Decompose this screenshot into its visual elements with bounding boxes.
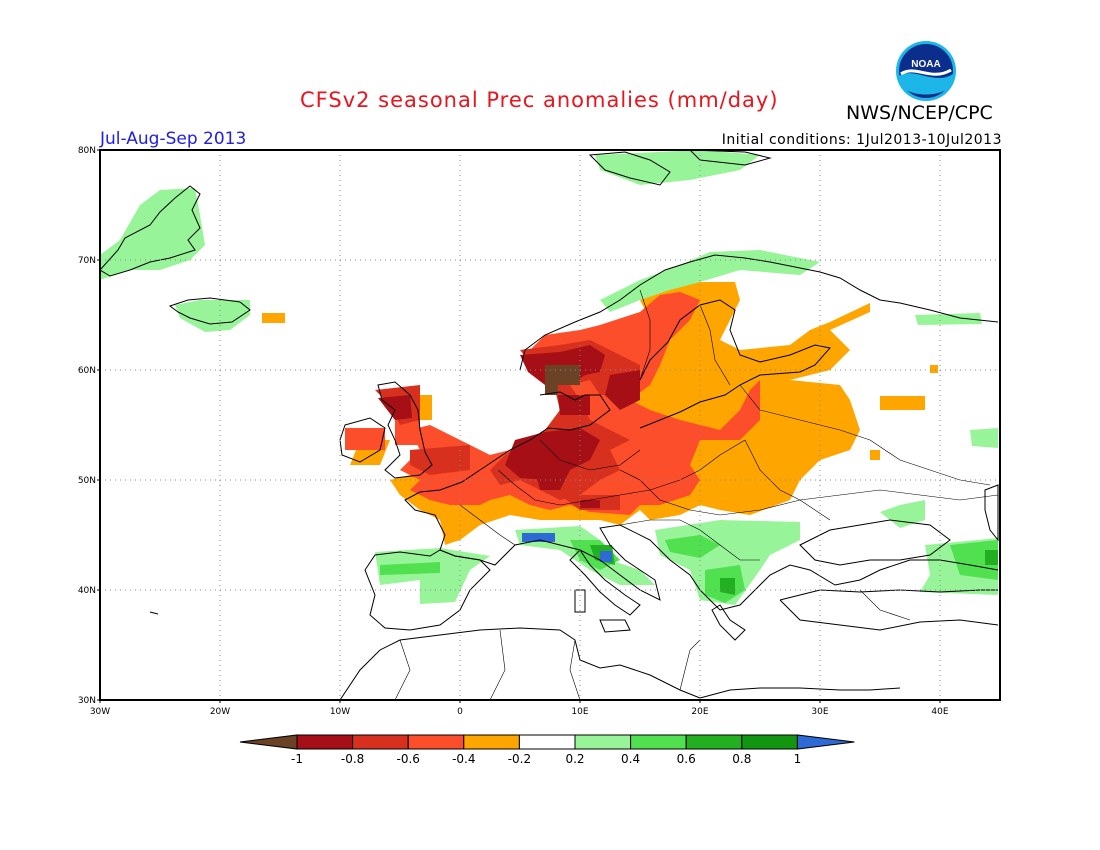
anomaly-positive-light: [880, 500, 925, 528]
colorbar-label: -0.8: [341, 752, 364, 766]
season-label: Jul-Aug-Sep 2013: [100, 129, 247, 149]
colorbar-label: -1: [291, 752, 303, 766]
anomaly-negative-medium: [345, 428, 385, 450]
anomaly-negative-light: [870, 450, 880, 460]
agency-label: NWS/NCEP/CPC: [846, 102, 993, 124]
anomaly-positive-strong: [720, 578, 735, 595]
noaa-logo: NOAA: [895, 40, 957, 102]
anomaly-negative-light: [262, 313, 285, 323]
latitude-labels: 80N 70N 60N 50N 40N 30N: [78, 146, 100, 706]
anomaly-positive-light: [175, 300, 250, 332]
latitude-tick-label: 30N: [78, 696, 96, 706]
anomaly-positive-light: [595, 150, 760, 185]
colorbar-segment: [352, 734, 409, 750]
anomaly-max-positive: [522, 533, 555, 542]
colorbar-labels: -1 -0.8 -0.6 -0.4 -0.2 0.2 0.4 0.6 0.8 1: [291, 752, 801, 766]
anomaly-negative-severe: [535, 470, 570, 490]
anomaly-extreme-negative: [545, 365, 580, 395]
latitude-tick-label: 70N: [78, 256, 96, 266]
latitude-tick-label: 50N: [78, 476, 96, 486]
longitude-tick-label: 20E: [691, 707, 708, 717]
anomaly-positive-medium: [665, 535, 720, 558]
anomaly-negative-light: [880, 396, 925, 410]
colorbar-label: -0.6: [396, 752, 419, 766]
map-title: CFSv2 seasonal Prec anomalies (mm/day): [300, 88, 779, 112]
longitude-labels: 30W 20W 10W 0 10E 20E 30E 40E: [90, 700, 949, 717]
colorbar-segment: [518, 734, 576, 750]
anomaly-negative-light: [930, 365, 938, 373]
longitude-tick-label: 30W: [90, 707, 110, 717]
colorbar-segment: [741, 734, 798, 750]
longitude-tick-label: 10W: [330, 707, 350, 717]
anomaly-positive-strong: [985, 550, 998, 565]
anomaly-positive-medium: [380, 562, 440, 575]
anomaly-positive-light: [915, 313, 982, 325]
colorbar-segment-high-arrow: [796, 734, 855, 750]
colorbar-label: 0.4: [621, 752, 640, 766]
country-borders: [394, 289, 999, 700]
map-frame: [99, 149, 1001, 701]
anomaly-shading: [100, 150, 998, 605]
grid-lines: [100, 150, 1000, 700]
anomaly-max-positive: [600, 551, 612, 562]
colorbar-label: -0.4: [452, 752, 475, 766]
anomaly-positive-light: [100, 188, 205, 280]
colorbar-segment: [407, 734, 465, 750]
latitude-tick-label: 40N: [78, 586, 96, 596]
colorbar-segment: [296, 734, 354, 750]
anomaly-negative-severe: [558, 395, 590, 415]
anomaly-negative-severe: [605, 370, 640, 410]
noaa-logo-text: NOAA: [911, 59, 940, 70]
initial-conditions-label: Initial conditions: 1Jul2013-10Jul2013: [721, 132, 1002, 148]
colorbar-label: 0.8: [732, 752, 751, 766]
anomaly-negative-severe: [580, 500, 600, 508]
colorbar-segment-low-arrow: [239, 734, 298, 750]
colorbar-label: 0.6: [677, 752, 696, 766]
colorbar-label: -0.2: [508, 752, 531, 766]
longitude-tick-label: 0: [457, 707, 463, 717]
longitude-tick-label: 10E: [571, 707, 588, 717]
colorbar-segment: [463, 734, 520, 750]
longitude-tick-label: 30E: [811, 707, 828, 717]
colorbar-segment: [574, 734, 632, 750]
colorbar: [239, 734, 855, 750]
anomaly-positive-light: [600, 250, 820, 312]
anomaly-positive-light: [375, 548, 490, 604]
anomaly-negative-severe: [378, 395, 412, 420]
colorbar-segment: [685, 734, 743, 750]
longitude-tick-label: 20W: [210, 707, 230, 717]
colorbar-label: 0.2: [565, 752, 584, 766]
colorbar-segment: [630, 734, 687, 750]
longitude-tick-label: 40E: [931, 707, 948, 717]
latitude-tick-label: 60N: [78, 366, 96, 376]
anomaly-positive-light: [970, 428, 998, 448]
latitude-tick-label: 80N: [78, 146, 96, 156]
colorbar-label: 1: [794, 752, 802, 766]
